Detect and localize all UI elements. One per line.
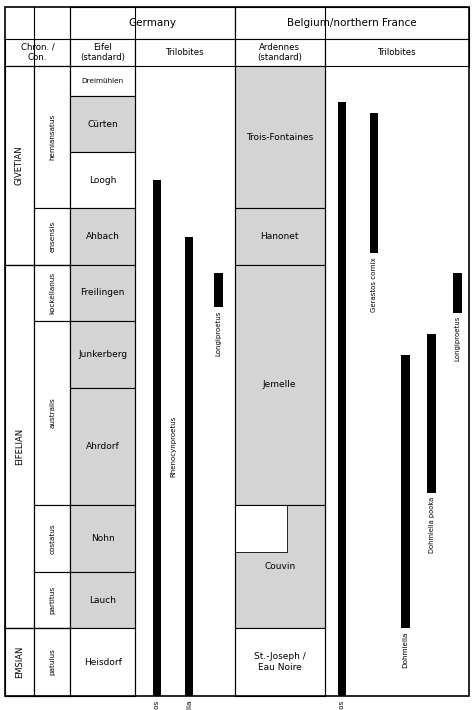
Bar: [235, 66, 325, 209]
Bar: [235, 505, 325, 628]
Bar: [34, 265, 70, 321]
Text: Hanonet: Hanonet: [260, 232, 299, 241]
Text: Dohmiella pooka: Dohmiella pooka: [428, 496, 435, 553]
Text: partitus: partitus: [49, 586, 55, 614]
Bar: [428, 334, 436, 493]
Text: Ardennes
(standard): Ardennes (standard): [257, 43, 302, 62]
Bar: [70, 628, 135, 696]
Text: EIFELIAN: EIFELIAN: [15, 428, 24, 465]
Bar: [5, 39, 70, 66]
Text: Junkerberg: Junkerberg: [78, 350, 127, 359]
Bar: [325, 39, 469, 66]
Bar: [70, 152, 135, 209]
Bar: [235, 628, 325, 696]
Text: Chron. /
Con.: Chron. / Con.: [20, 43, 55, 62]
Bar: [70, 209, 135, 265]
Text: Longiproetus: Longiproetus: [455, 316, 461, 361]
Bar: [370, 113, 378, 253]
Bar: [70, 96, 135, 152]
Bar: [235, 7, 469, 39]
Text: Nohn: Nohn: [91, 534, 115, 543]
Text: Dohmiella: Dohmiella: [402, 632, 409, 668]
Text: EMSIAN: EMSIAN: [15, 646, 24, 678]
Bar: [401, 355, 410, 628]
Text: Gerastos: Gerastos: [339, 699, 345, 710]
Text: Eifel
(standard): Eifel (standard): [80, 43, 125, 62]
Text: Rhenocynproetus: Rhenocynproetus: [170, 416, 176, 477]
Text: hemiansatus: hemiansatus: [49, 114, 55, 160]
Text: Longiproetus: Longiproetus: [216, 310, 222, 356]
Bar: [235, 505, 287, 552]
Bar: [34, 572, 70, 628]
Text: Trilobites: Trilobites: [378, 48, 416, 57]
Text: Dreimühlen: Dreimühlen: [82, 78, 124, 84]
Bar: [184, 236, 193, 696]
Text: Trilobites: Trilobites: [165, 48, 204, 57]
Bar: [70, 7, 235, 39]
Text: Gerastos cornix: Gerastos cornix: [371, 257, 377, 312]
Bar: [235, 39, 325, 66]
Text: Ahbach: Ahbach: [86, 232, 119, 241]
Text: Lauch: Lauch: [89, 596, 116, 605]
Bar: [70, 321, 135, 388]
Bar: [34, 209, 70, 265]
Bar: [70, 388, 135, 505]
Text: patulus: patulus: [49, 649, 55, 675]
Text: Germany: Germany: [128, 18, 176, 28]
Text: Dohmiella: Dohmiella: [186, 699, 192, 710]
Bar: [34, 66, 70, 209]
Text: Freilingen: Freilingen: [81, 288, 125, 297]
Bar: [153, 180, 161, 696]
Text: kockelianus: kockelianus: [49, 272, 55, 314]
Text: ensensis: ensensis: [49, 221, 55, 252]
Bar: [235, 265, 325, 505]
Bar: [34, 505, 70, 572]
Text: Trois-Fontaines: Trois-Fontaines: [246, 133, 313, 142]
Text: Gerastos: Gerastos: [154, 699, 160, 710]
Bar: [5, 265, 34, 628]
Text: Cürten: Cürten: [87, 119, 118, 129]
Text: Loogh: Loogh: [89, 176, 116, 185]
Bar: [34, 321, 70, 505]
Bar: [70, 572, 135, 628]
Text: Heisdorf: Heisdorf: [84, 657, 121, 667]
Bar: [235, 209, 325, 265]
Text: Belgium/northern France: Belgium/northern France: [287, 18, 417, 28]
Text: australis: australis: [49, 398, 55, 428]
Text: Couvin: Couvin: [264, 562, 295, 571]
Text: costatus: costatus: [49, 523, 55, 554]
Text: Jemelle: Jemelle: [263, 380, 296, 389]
Bar: [214, 273, 223, 307]
Bar: [70, 265, 135, 321]
Text: GIVETIAN: GIVETIAN: [15, 146, 24, 185]
Bar: [454, 273, 462, 312]
Bar: [5, 66, 34, 265]
Text: St.-Joseph /
Eau Noire: St.-Joseph / Eau Noire: [254, 652, 306, 672]
Bar: [34, 628, 70, 696]
Text: Ahrdorf: Ahrdorf: [86, 442, 119, 451]
Bar: [5, 628, 34, 696]
Bar: [135, 39, 235, 66]
Bar: [338, 102, 346, 696]
Bar: [70, 66, 135, 96]
Bar: [70, 39, 135, 66]
Bar: [70, 505, 135, 572]
